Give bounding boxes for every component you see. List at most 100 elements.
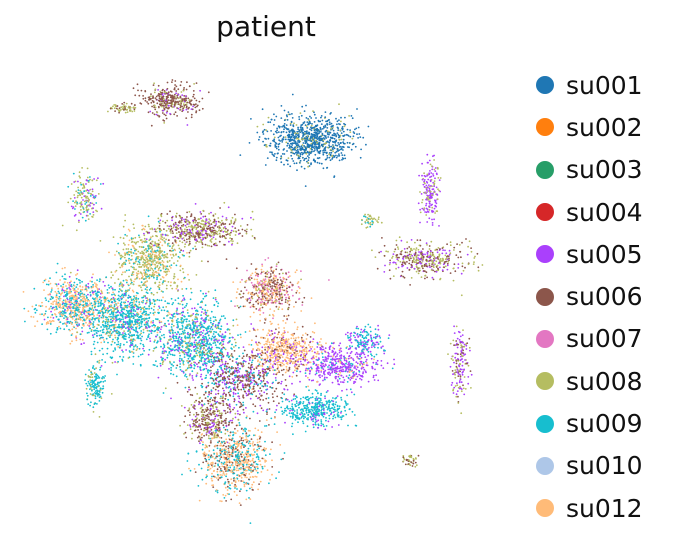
scatter-point-su005 — [122, 332, 124, 334]
scatter-point-su012 — [86, 299, 89, 302]
scatter-point-su008 — [188, 222, 191, 225]
scatter-point-su008 — [86, 317, 88, 319]
scatter-point-su009 — [114, 348, 117, 351]
scatter-point-su009 — [66, 293, 68, 296]
scatter-point-su008 — [89, 188, 92, 191]
scatter-point-su006 — [158, 225, 161, 227]
scatter-point-su009 — [90, 371, 93, 374]
scatter-point-su012 — [236, 291, 238, 294]
scatter-point-su009 — [129, 295, 132, 298]
scatter-point-su012 — [141, 240, 144, 243]
scatter-point-su008 — [101, 321, 104, 324]
scatter-point-su009 — [140, 323, 143, 325]
scatter-point-su008 — [159, 249, 161, 252]
scatter-point-su012 — [49, 292, 51, 295]
scatter-point-su005 — [118, 311, 121, 314]
scatter-point-su009 — [128, 318, 131, 321]
scatter-point-su012 — [273, 278, 276, 280]
scatter-point-su006 — [123, 101, 126, 104]
scatter-point-su009 — [129, 331, 132, 334]
scatter-point-su012 — [71, 340, 73, 343]
scatter-point-su006 — [252, 303, 255, 306]
scatter-point-su009 — [156, 298, 159, 301]
scatter-point-su005 — [52, 317, 55, 319]
scatter-point-su006 — [255, 308, 258, 310]
scatter-point-su007 — [264, 283, 266, 285]
scatter-point-su009 — [116, 318, 118, 321]
scatter-point-su005 — [100, 207, 103, 210]
scatter-point-su009 — [58, 292, 61, 295]
scatter-point-su006 — [150, 97, 152, 100]
scatter-point-su008 — [186, 309, 189, 311]
scatter-point-su008 — [127, 357, 130, 359]
scatter-point-su009 — [86, 332, 89, 334]
scatter-point-su009 — [87, 380, 90, 383]
scatter-point-su008 — [268, 314, 271, 316]
scatter-point-su008 — [157, 217, 160, 220]
scatter-point-su012 — [47, 293, 50, 296]
scatter-point-su001 — [334, 133, 337, 136]
scatter-point-su009 — [126, 304, 129, 307]
scatter-point-su009 — [114, 308, 117, 310]
scatter-point-su001 — [239, 154, 242, 157]
scatter-point-su009 — [100, 334, 103, 337]
scatter-point-su009 — [106, 292, 109, 294]
scatter-point-su007 — [253, 283, 256, 286]
scatter-point-su009 — [120, 306, 122, 309]
scatter-point-su012 — [22, 291, 25, 293]
scatter-point-su009 — [145, 269, 148, 271]
scatter-point-su007 — [250, 281, 253, 284]
scatter-point-su001 — [356, 108, 358, 110]
scatter-point-su001 — [316, 150, 319, 152]
scatter-point-su001 — [298, 116, 300, 118]
scatter-point-su001 — [342, 138, 345, 141]
scatter-point-su009 — [91, 313, 94, 316]
scatter-point-su001 — [323, 149, 325, 151]
scatter-point-su001 — [349, 129, 351, 132]
scatter-point-su009 — [85, 302, 87, 304]
scatter-point-su012 — [73, 289, 76, 292]
scatter-point-su008 — [200, 241, 203, 244]
scatter-point-su009 — [139, 316, 141, 318]
scatter-point-su001 — [318, 139, 321, 142]
scatter-point-su009 — [96, 403, 98, 405]
scatter-point-su009 — [159, 230, 161, 233]
scatter-point-su008 — [124, 306, 127, 309]
scatter-point-su001 — [304, 157, 306, 160]
scatter-point-su009 — [70, 334, 73, 336]
scatter-point-su001 — [320, 129, 322, 131]
scatter-point-su006 — [142, 95, 145, 97]
scatter-point-su008 — [135, 260, 137, 263]
scatter-point-su008 — [184, 243, 187, 246]
scatter-point-su009 — [74, 208, 76, 210]
scatter-point-su012 — [54, 290, 57, 293]
scatter-point-su008 — [166, 252, 169, 255]
scatter-point-su001 — [278, 142, 281, 145]
scatter-point-su006 — [174, 235, 177, 238]
scatter-point-su009 — [44, 297, 47, 299]
scatter-point-su008 — [144, 274, 146, 276]
scatter-point-su006 — [269, 283, 271, 286]
scatter-point-su001 — [310, 163, 312, 166]
scatter-point-su009 — [76, 313, 79, 316]
scatter-point-su006 — [152, 84, 155, 86]
scatter-point-su006 — [250, 263, 253, 265]
scatter-point-su009 — [91, 304, 94, 307]
scatter-point-su007 — [241, 278, 243, 281]
scatter-point-su008 — [122, 324, 125, 326]
scatter-point-su009 — [101, 387, 104, 390]
scatter-point-su009 — [102, 305, 105, 307]
scatter-point-su006 — [228, 223, 231, 226]
scatter-point-su006 — [288, 297, 290, 300]
scatter-point-su012 — [259, 319, 261, 322]
scatter-point-su009 — [143, 306, 146, 308]
scatter-point-su008 — [135, 248, 138, 251]
scatter-point-su001 — [306, 155, 309, 158]
scatter-point-su008 — [149, 256, 152, 258]
scatter-point-su009 — [102, 315, 105, 318]
scatter-point-su008 — [120, 106, 123, 109]
scatter-point-su006 — [185, 99, 188, 102]
scatter-point-su009 — [76, 306, 79, 309]
scatter-point-su001 — [303, 145, 305, 147]
scatter-point-su008 — [162, 106, 165, 109]
